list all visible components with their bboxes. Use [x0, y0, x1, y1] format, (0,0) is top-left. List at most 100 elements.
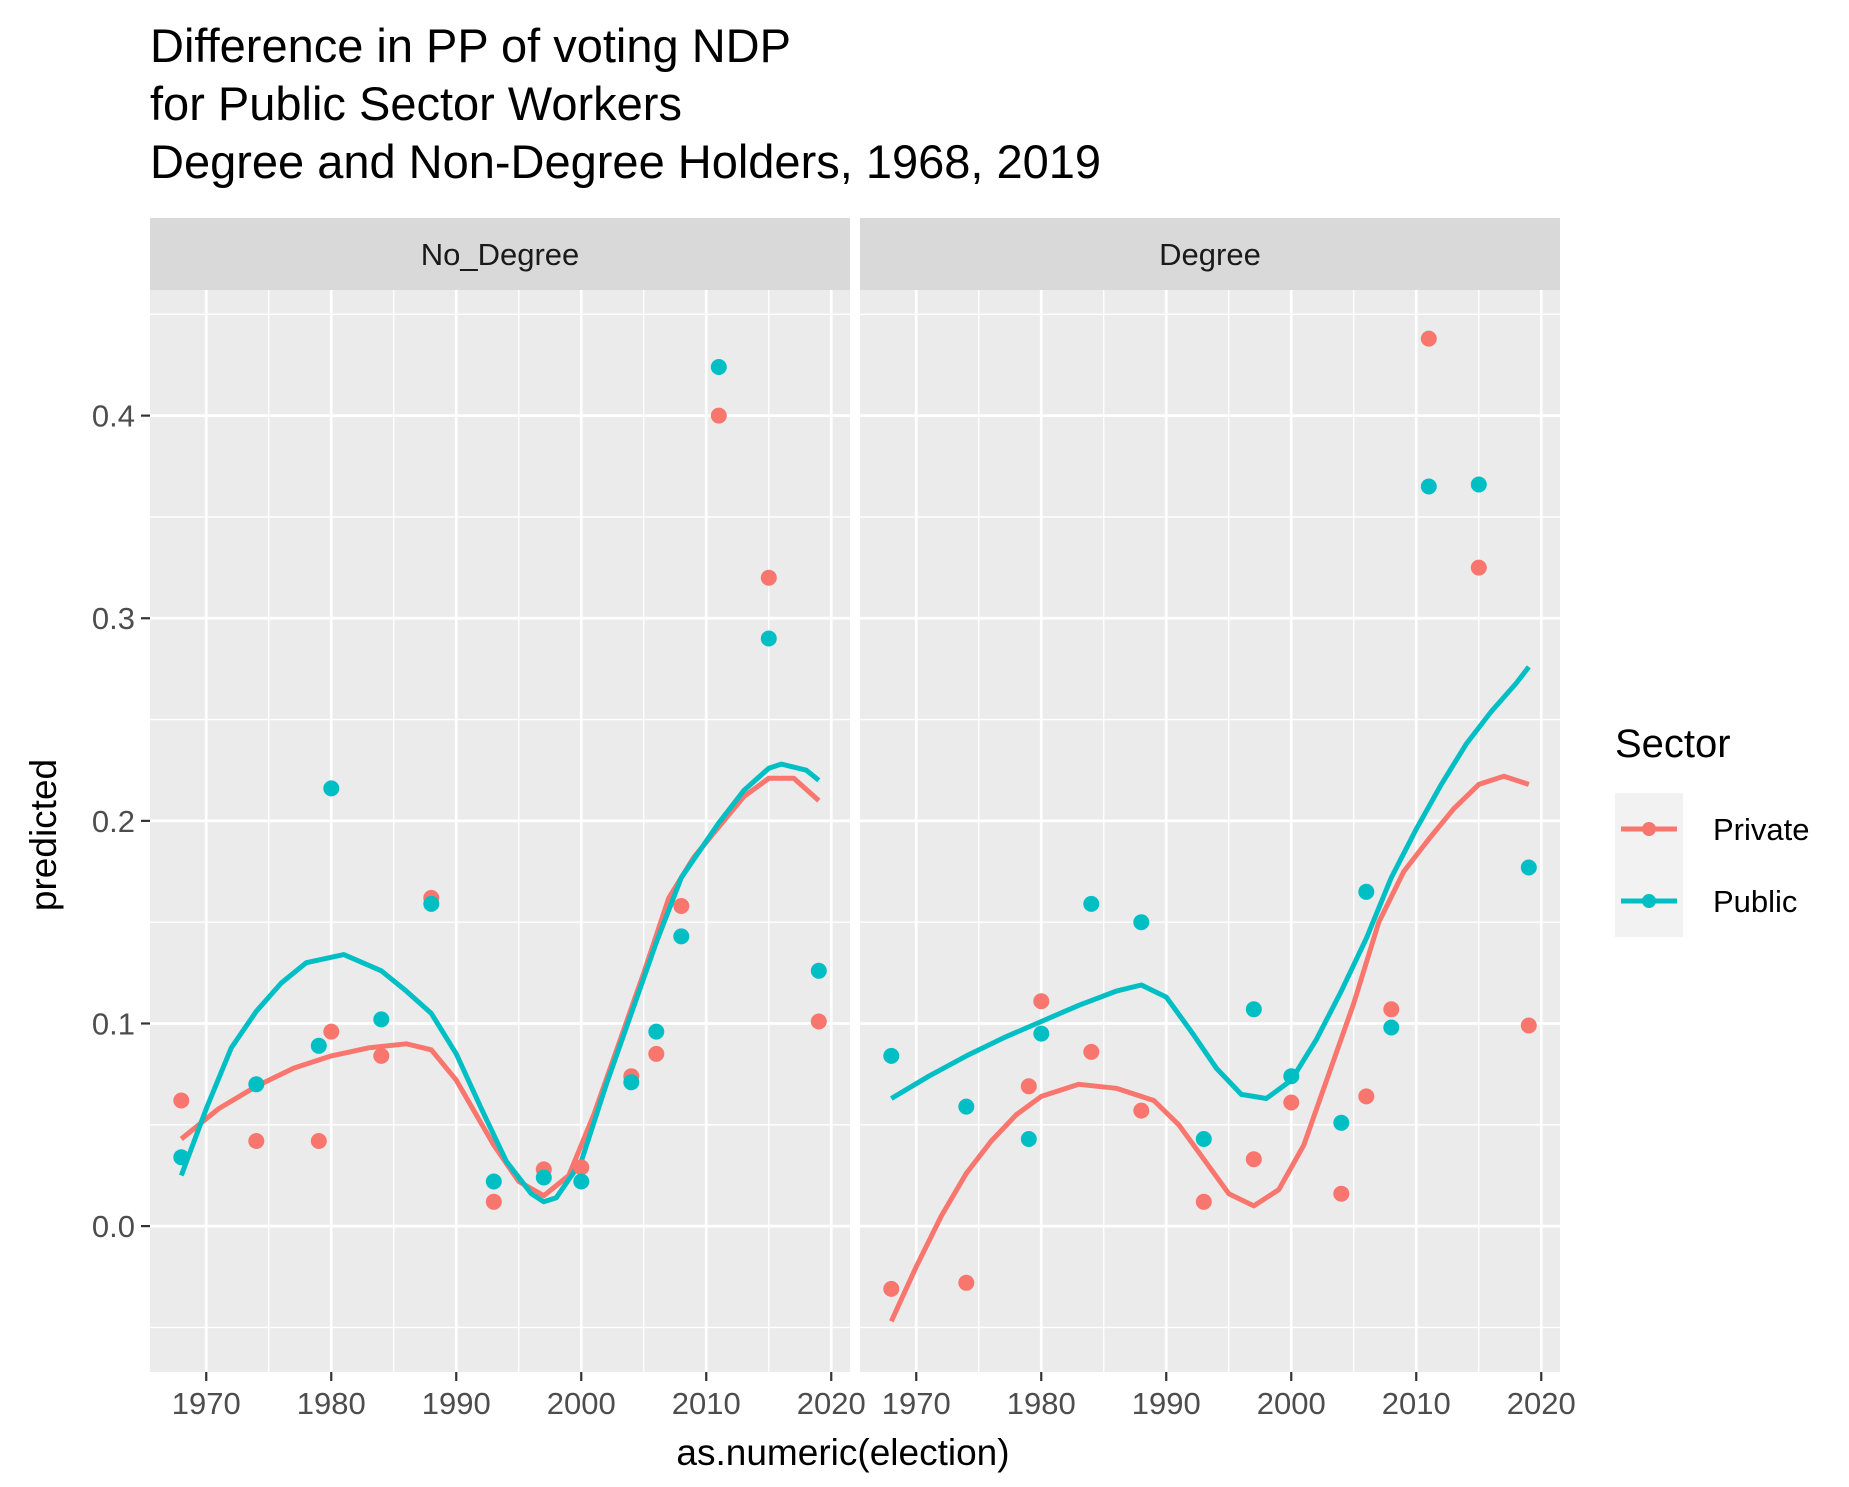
data-point-public	[1133, 914, 1150, 931]
smooth-line-private	[179, 775, 821, 1199]
data-point-public	[1020, 1131, 1037, 1147]
chart-title-line-2: for Public Sector Workers	[150, 77, 682, 130]
data-point-private	[1470, 559, 1487, 576]
legend-key-public: Public	[1615, 865, 1797, 937]
panel-background	[860, 290, 1560, 1372]
data-point-public	[1333, 1114, 1350, 1131]
data-point-private	[1133, 1102, 1150, 1119]
data-point-private	[1383, 1001, 1400, 1018]
smooth-line-public	[890, 665, 1531, 1101]
data-point-public	[535, 1169, 552, 1186]
y-tick-label: 0.4	[92, 399, 135, 434]
facet-strip	[860, 218, 1560, 290]
y-axis-title: predicted	[23, 759, 64, 911]
data-point-private	[1283, 1094, 1300, 1111]
legend-label-public: Public	[1713, 884, 1797, 919]
data-point-private	[248, 1133, 265, 1149]
data-point-private	[760, 569, 777, 586]
data-point-public	[573, 1173, 590, 1190]
data-point-public	[958, 1098, 975, 1115]
y-tick-label: 0.3	[92, 601, 135, 636]
data-point-public	[310, 1037, 327, 1054]
data-point-private	[1083, 1043, 1100, 1060]
data-point-public	[173, 1149, 190, 1166]
data-point-public	[1358, 883, 1375, 900]
legend-key-point	[1642, 894, 1656, 908]
data-point-public	[810, 962, 827, 979]
data-point-private	[173, 1092, 190, 1109]
data-point-public	[423, 895, 440, 912]
data-point-private	[883, 1280, 900, 1297]
smooth-line-public	[178, 761, 821, 1205]
data-point-public	[1470, 476, 1487, 493]
legend-key-point	[1642, 822, 1656, 836]
data-point-public	[1420, 478, 1437, 495]
x-tick-label: 2000	[1257, 1386, 1326, 1421]
data-point-public	[1245, 1001, 1262, 1018]
data-point-private	[373, 1047, 390, 1064]
data-point-public	[1520, 859, 1537, 876]
legend-key-private: Private	[1615, 793, 1809, 865]
x-tick-label: 2010	[672, 1386, 741, 1421]
data-point-public	[323, 780, 340, 797]
data-point-private	[310, 1133, 327, 1149]
data-point-private	[1195, 1193, 1212, 1210]
x-tick-label: 1980	[297, 1386, 366, 1421]
data-point-public	[1195, 1131, 1212, 1147]
panel-degree: Degree 1970 1980 1990 2000 2010 2020	[860, 218, 1576, 1421]
data-point-public	[710, 359, 727, 375]
x-axis-title: as.numeric(election)	[676, 1432, 1009, 1473]
chart-title-line-3: Degree and Non-Degree Holders, 1968, 201…	[150, 135, 1101, 188]
data-point-public	[1283, 1068, 1300, 1085]
data-point-private	[323, 1023, 340, 1040]
x-tick-label: 1990	[1132, 1386, 1201, 1421]
panel-background	[150, 290, 850, 1372]
data-point-private	[648, 1045, 665, 1062]
legend-label-private: Private	[1713, 812, 1809, 847]
legend: Sector Private Public	[1615, 722, 1809, 937]
data-point-public	[673, 928, 690, 945]
data-point-private	[573, 1159, 590, 1176]
data-point-public	[248, 1076, 265, 1093]
chart-title: Difference in PP of voting NDP for Publi…	[150, 19, 1101, 188]
chart-title-line-1: Difference in PP of voting NDP	[150, 19, 791, 72]
facet-strip-label: No_Degree	[421, 237, 580, 272]
data-point-private	[1333, 1185, 1350, 1202]
legend-title: Sector	[1615, 722, 1731, 766]
x-tick-label: 1970	[172, 1386, 241, 1421]
y-tick-label: 0.1	[92, 1006, 135, 1041]
facet-strip-label: Degree	[1159, 237, 1261, 272]
data-point-private	[1033, 993, 1050, 1010]
x-tick-label: 2000	[547, 1386, 616, 1421]
data-point-public	[883, 1047, 900, 1064]
panel-no-degree: No_Degree 1970 1980 1990 2000 2010 2020 0.0 0.1 0…	[92, 218, 866, 1421]
y-tick-label: 0.0	[92, 1209, 135, 1244]
data-point-public	[760, 630, 777, 647]
legend-keys: Private Public	[1615, 793, 1809, 937]
data-point-private	[1358, 1088, 1375, 1105]
data-point-public	[1383, 1019, 1400, 1036]
x-tick-label: 1990	[422, 1386, 491, 1421]
x-tick-label: 1970	[882, 1386, 951, 1421]
data-point-private	[1420, 330, 1437, 347]
facet-panels: No_Degree 1970 1980 1990 2000 2010 2020 0.0 0.1 0…	[92, 218, 1576, 1421]
data-point-public	[648, 1023, 665, 1040]
data-point-public	[373, 1011, 390, 1028]
data-point-private	[673, 898, 690, 914]
x-tick-label: 2020	[1507, 1386, 1576, 1421]
data-point-private	[810, 1013, 827, 1030]
data-point-private	[958, 1274, 975, 1291]
facet-strip	[150, 218, 850, 290]
data-point-private	[1520, 1017, 1537, 1034]
data-point-private	[710, 407, 727, 424]
y-tick-label: 0.2	[92, 804, 135, 839]
x-tick-label: 2010	[1382, 1386, 1451, 1421]
smooth-line-private	[889, 773, 1530, 1323]
data-point-private	[485, 1193, 502, 1210]
data-point-public	[1083, 895, 1100, 912]
data-point-private	[1245, 1151, 1262, 1168]
data-point-public	[623, 1074, 640, 1091]
x-tick-label: 1980	[1007, 1386, 1076, 1421]
data-point-public	[1033, 1025, 1050, 1042]
